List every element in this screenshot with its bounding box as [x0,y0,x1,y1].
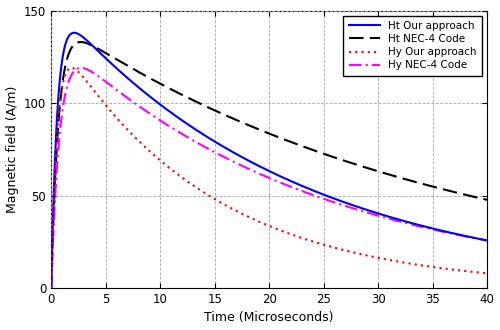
Ht Our approach [449,231,455,235]
Hy Our approach [68,66,74,70]
X-axis label: Time (Microseconds): Time (Microseconds) [204,312,334,324]
Hy NEC-4 Code [449,232,455,236]
Y-axis label: Magnetic field (A/m): Magnetic field (A/m) [6,85,18,213]
Hy NEC-4 Code [256,171,262,175]
Hy NEC-4 Code [78,66,84,70]
Ht NEC-4 Code [232,117,237,121]
Ht NEC-4 Code [235,119,241,123]
Hy Our approach [470,270,476,274]
Hy NEC-4 Code [365,211,371,215]
Ht NEC-4 Code [449,189,455,193]
Hy Our approach [235,210,241,214]
Hy Our approach [256,219,262,223]
Line: Hy NEC-4 Code: Hy NEC-4 Code [51,68,487,288]
Ht Our approach [484,239,490,243]
Line: Ht Our approach: Ht Our approach [51,33,487,288]
Hy Our approach [365,254,371,258]
Hy Our approach [449,268,455,272]
Hy NEC-4 Code [235,162,241,166]
Ht Our approach [232,151,237,155]
Hy NEC-4 Code [48,286,54,290]
Hy Our approach [48,286,54,290]
Legend: Ht Our approach, Ht NEC-4 Code, Hy Our approach, Hy NEC-4 Code: Ht Our approach, Ht NEC-4 Code, Hy Our a… [344,16,482,76]
Hy Our approach [484,271,490,275]
Ht NEC-4 Code [78,40,84,44]
Ht NEC-4 Code [48,286,54,290]
Ht NEC-4 Code [470,195,476,199]
Ht Our approach [71,31,77,35]
Ht Our approach [235,153,241,157]
Ht Our approach [48,286,54,290]
Hy NEC-4 Code [470,236,476,240]
Hy NEC-4 Code [232,160,237,164]
Ht NEC-4 Code [484,198,490,202]
Line: Hy Our approach: Hy Our approach [51,68,487,288]
Hy Our approach [232,208,237,212]
Ht Our approach [470,236,476,240]
Ht Our approach [256,164,262,168]
Ht NEC-4 Code [365,166,371,170]
Hy NEC-4 Code [484,239,490,243]
Line: Ht NEC-4 Code: Ht NEC-4 Code [51,42,487,288]
Ht NEC-4 Code [256,127,262,131]
Ht Our approach [365,208,371,212]
